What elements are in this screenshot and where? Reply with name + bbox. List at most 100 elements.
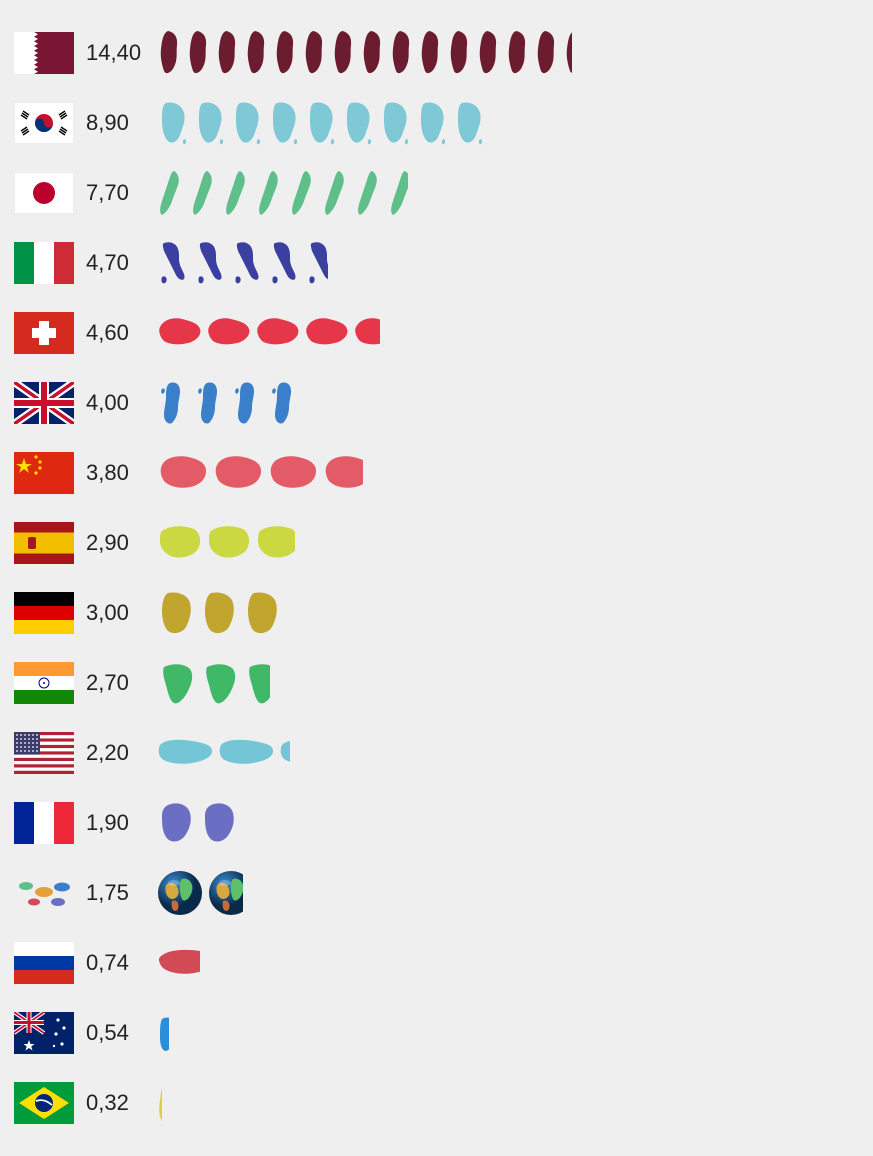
pictogram-icon — [214, 29, 240, 77]
australia-flag-icon — [14, 1012, 74, 1054]
pictogram-icon-partial — [562, 29, 572, 77]
value-label: 4,00 — [86, 390, 144, 416]
pictogram-strip — [156, 379, 859, 427]
pictogram-icon-partial — [321, 449, 363, 497]
pictogram-icon — [255, 169, 285, 217]
chart-row: 4,00 — [14, 368, 859, 438]
pictogram-icon — [156, 169, 186, 217]
italy-flag-icon — [14, 242, 74, 284]
pictogram-strip — [156, 99, 859, 147]
chart-row: 4,60 — [14, 298, 859, 368]
chart-row: 8,90 — [14, 88, 859, 158]
spain-flag-icon — [14, 522, 74, 564]
pictogram-icon — [156, 239, 190, 287]
pictogram-icon — [230, 379, 264, 427]
united-kingdom-flag-icon — [14, 382, 74, 424]
world-flag-icon — [14, 872, 74, 914]
pictogram-icon — [330, 29, 356, 77]
value-label: 7,70 — [86, 180, 144, 206]
pictogram-icon — [199, 659, 239, 707]
pictogram-icon-partial — [352, 309, 380, 357]
france-flag-icon — [14, 802, 74, 844]
pictogram-icon-partial — [156, 1079, 162, 1127]
pictogram-icon-partial — [304, 239, 328, 287]
pictogram-icon — [230, 239, 264, 287]
value-label: 3,00 — [86, 600, 144, 626]
pictogram-icon — [378, 99, 412, 147]
chart-row: 4,70 — [14, 228, 859, 298]
pictogram-icon-partial — [242, 659, 270, 707]
pictogram-icon — [222, 169, 252, 217]
value-label: 8,90 — [86, 110, 144, 136]
value-label: 2,20 — [86, 740, 144, 766]
chart-row: 0,32 — [14, 1068, 859, 1138]
pictogram-icon — [288, 169, 318, 217]
pictogram-strip — [156, 589, 859, 637]
pictogram-icon — [156, 519, 202, 567]
pictogram-icon — [156, 379, 190, 427]
pictogram-icon — [156, 449, 208, 497]
qatar-flag-icon — [14, 32, 74, 74]
pictogram-icon-partial — [452, 99, 483, 147]
pictogram-icon — [199, 589, 239, 637]
value-label: 2,70 — [86, 670, 144, 696]
value-label: 4,70 — [86, 250, 144, 276]
pictogram-icon — [156, 799, 196, 847]
pictogram-strip — [156, 169, 859, 217]
pictogram-icon — [321, 169, 351, 217]
brazil-flag-icon — [14, 1082, 74, 1124]
germany-flag-icon — [14, 592, 74, 634]
pictogram-strip — [156, 869, 859, 917]
pictogram-strip — [156, 729, 859, 777]
pictogram-icon — [230, 99, 264, 147]
chart-row: 3,00 — [14, 578, 859, 648]
value-label: 1,90 — [86, 810, 144, 836]
chart-row: 2,90 — [14, 508, 859, 578]
value-label: 0,32 — [86, 1090, 144, 1116]
pictogram-icon-partial — [278, 729, 290, 777]
pictogram-icon — [388, 29, 414, 77]
pictogram-icon — [242, 589, 282, 637]
pictogram-icon — [156, 99, 190, 147]
chart-row: 0,74 — [14, 928, 859, 998]
india-flag-icon — [14, 662, 74, 704]
pictogram-icon — [415, 99, 449, 147]
pictogram-strip — [156, 799, 859, 847]
pictogram-strip — [156, 1009, 859, 1057]
switzerland-flag-icon — [14, 312, 74, 354]
pictogram-icon-partial — [156, 1009, 169, 1057]
pictogram-strip — [156, 449, 859, 497]
pictogram-icon — [475, 29, 501, 77]
pictogram-icon — [205, 519, 251, 567]
pictogram-strip — [156, 659, 859, 707]
pictogram-strip — [156, 1079, 859, 1127]
pictogram-icon — [156, 309, 202, 357]
pictogram-icon — [193, 239, 227, 287]
pictogram-icon — [303, 309, 349, 357]
pictogram-icon — [267, 379, 301, 427]
pictogram-icon — [504, 29, 530, 77]
pictogram-strip — [156, 309, 859, 357]
pictogram-icon — [185, 29, 211, 77]
pictogram-icon — [156, 589, 196, 637]
pictogram-icon — [156, 659, 196, 707]
pictogram-icon — [205, 309, 251, 357]
pictogram-icon — [359, 29, 385, 77]
japan-flag-icon — [14, 172, 74, 214]
chart-row: 1,75 — [14, 858, 859, 928]
pictogram-icon — [217, 729, 275, 777]
pictogram-chart: 14,40 8,90 — [14, 18, 859, 1138]
chart-row: 2,70 — [14, 648, 859, 718]
pictogram-icon — [254, 309, 300, 357]
chart-row: 3,80 — [14, 438, 859, 508]
pictogram-icon — [156, 729, 214, 777]
russia-flag-icon — [14, 942, 74, 984]
chart-row: 7,70 — [14, 158, 859, 228]
pictogram-icon — [341, 99, 375, 147]
pictogram-icon — [417, 29, 443, 77]
pictogram-icon — [243, 29, 269, 77]
pictogram-icon — [533, 29, 559, 77]
pictogram-icon — [304, 99, 338, 147]
pictogram-icon — [354, 169, 384, 217]
value-label: 14,40 — [86, 40, 144, 66]
